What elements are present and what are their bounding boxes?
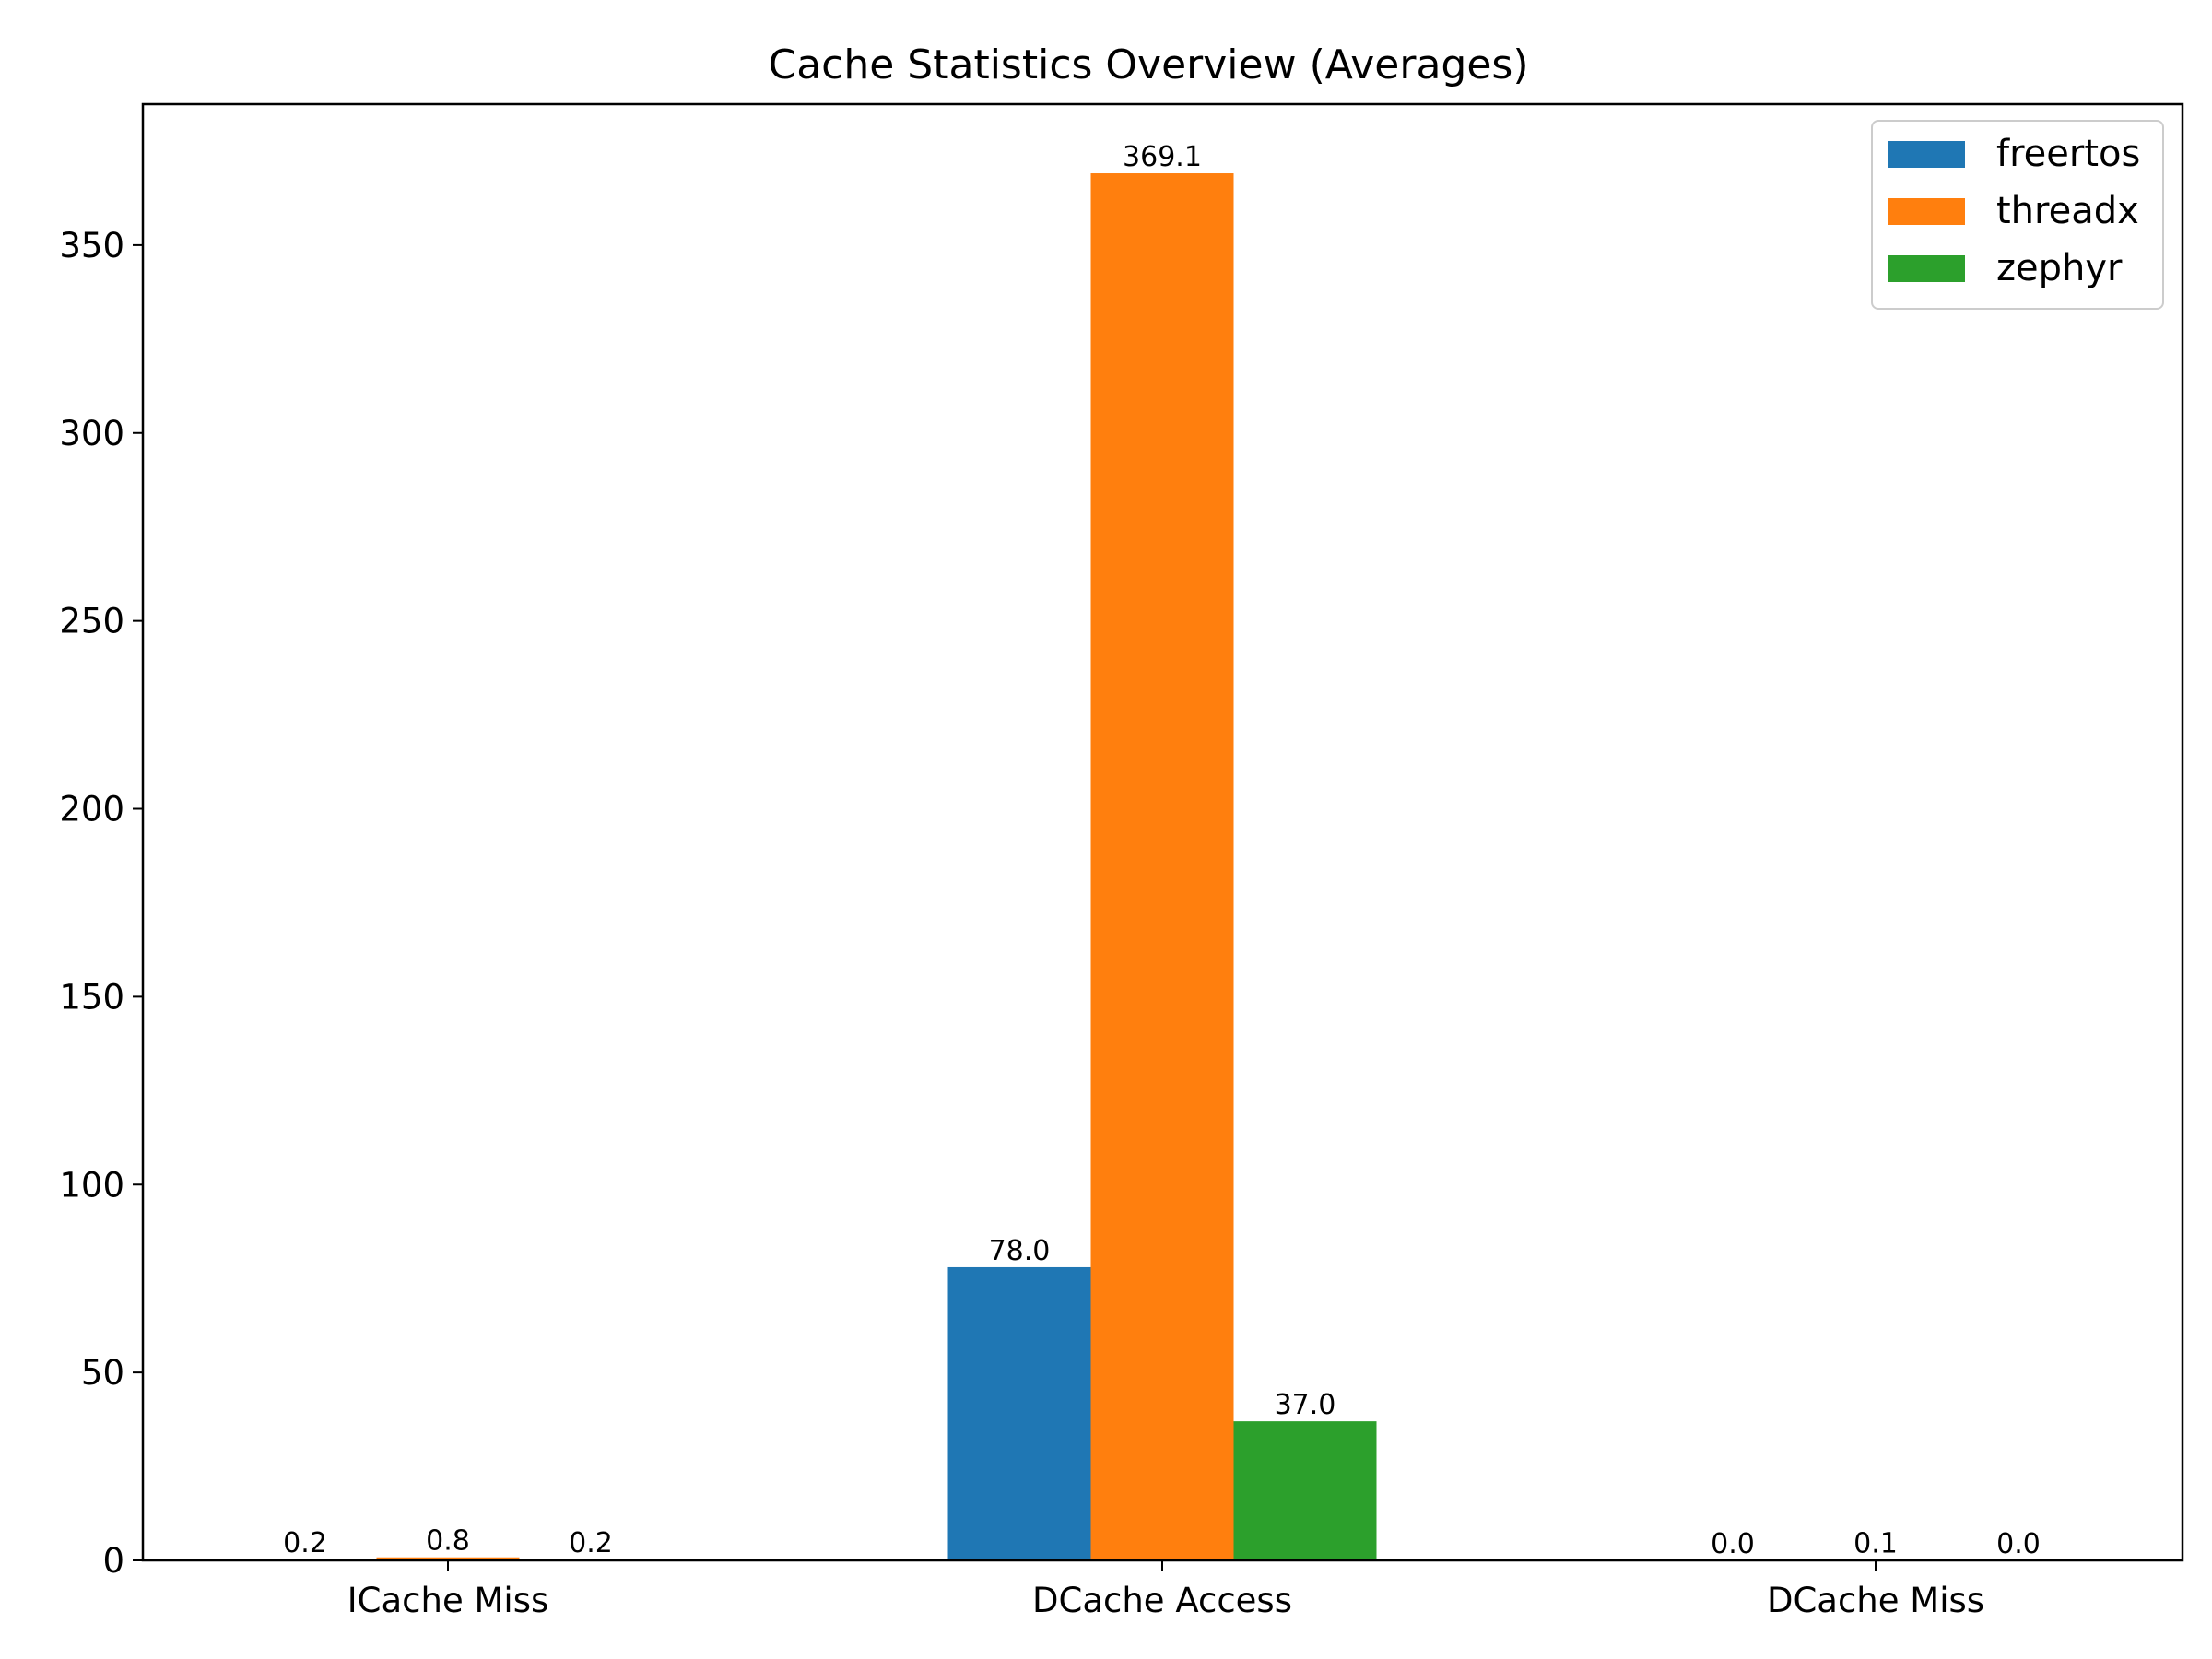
bar-zephyr-1 xyxy=(1233,1421,1377,1560)
data-label-freertos-2: 0.0 xyxy=(1711,1528,1755,1560)
y-tick-label-4: 200 xyxy=(59,790,124,830)
data-label-threadx-0: 0.8 xyxy=(426,1525,470,1558)
x-tick-label-2: DCache Miss xyxy=(1767,1581,1984,1620)
legend-swatch-freertos xyxy=(1888,141,1965,168)
data-label-zephyr-1: 37.0 xyxy=(1275,1389,1336,1421)
bar-threadx-1 xyxy=(1090,173,1234,1560)
legend: freertos threadx zephyr xyxy=(1871,120,2164,310)
y-tick-label-6: 300 xyxy=(59,414,124,453)
chart-title: Cache Statistics Overview (Averages) xyxy=(768,41,1528,88)
data-label-freertos-0: 0.2 xyxy=(283,1527,327,1559)
y-tick-label-3: 150 xyxy=(59,977,124,1017)
plot-area: 0.2 78.0 0.0 0.8 369.1 0.1 0.2 37.0 0.0 0 50 100 150… xyxy=(59,102,2184,1620)
data-label-zephyr-2: 0.0 xyxy=(1996,1528,2041,1560)
bar-freertos-1 xyxy=(947,1266,1091,1560)
data-label-freertos-1: 78.0 xyxy=(989,1235,1051,1267)
data-label-zephyr-0: 0.2 xyxy=(569,1527,613,1559)
legend-swatch-zephyr xyxy=(1888,255,1965,282)
data-label-threadx-1: 369.1 xyxy=(1123,141,1202,173)
data-label-threadx-2: 0.1 xyxy=(1853,1528,1898,1560)
legend-label-zephyr: zephyr xyxy=(1996,247,2123,289)
x-tick-label-0: ICache Miss xyxy=(347,1581,549,1620)
y-tick-label-0: 0 xyxy=(102,1541,124,1581)
y-tick-label-1: 50 xyxy=(81,1353,124,1393)
y-tick-label-2: 100 xyxy=(59,1165,124,1205)
y-tick-label-5: 250 xyxy=(59,602,124,641)
legend-label-threadx: threadx xyxy=(1996,190,2139,232)
legend-label-freertos: freertos xyxy=(1996,133,2140,175)
bar-threadx-0 xyxy=(376,1557,520,1560)
legend-swatch-threadx xyxy=(1888,198,1965,225)
x-tick-label-1: DCache Access xyxy=(1032,1581,1292,1620)
y-tick-label-7: 350 xyxy=(59,226,124,265)
